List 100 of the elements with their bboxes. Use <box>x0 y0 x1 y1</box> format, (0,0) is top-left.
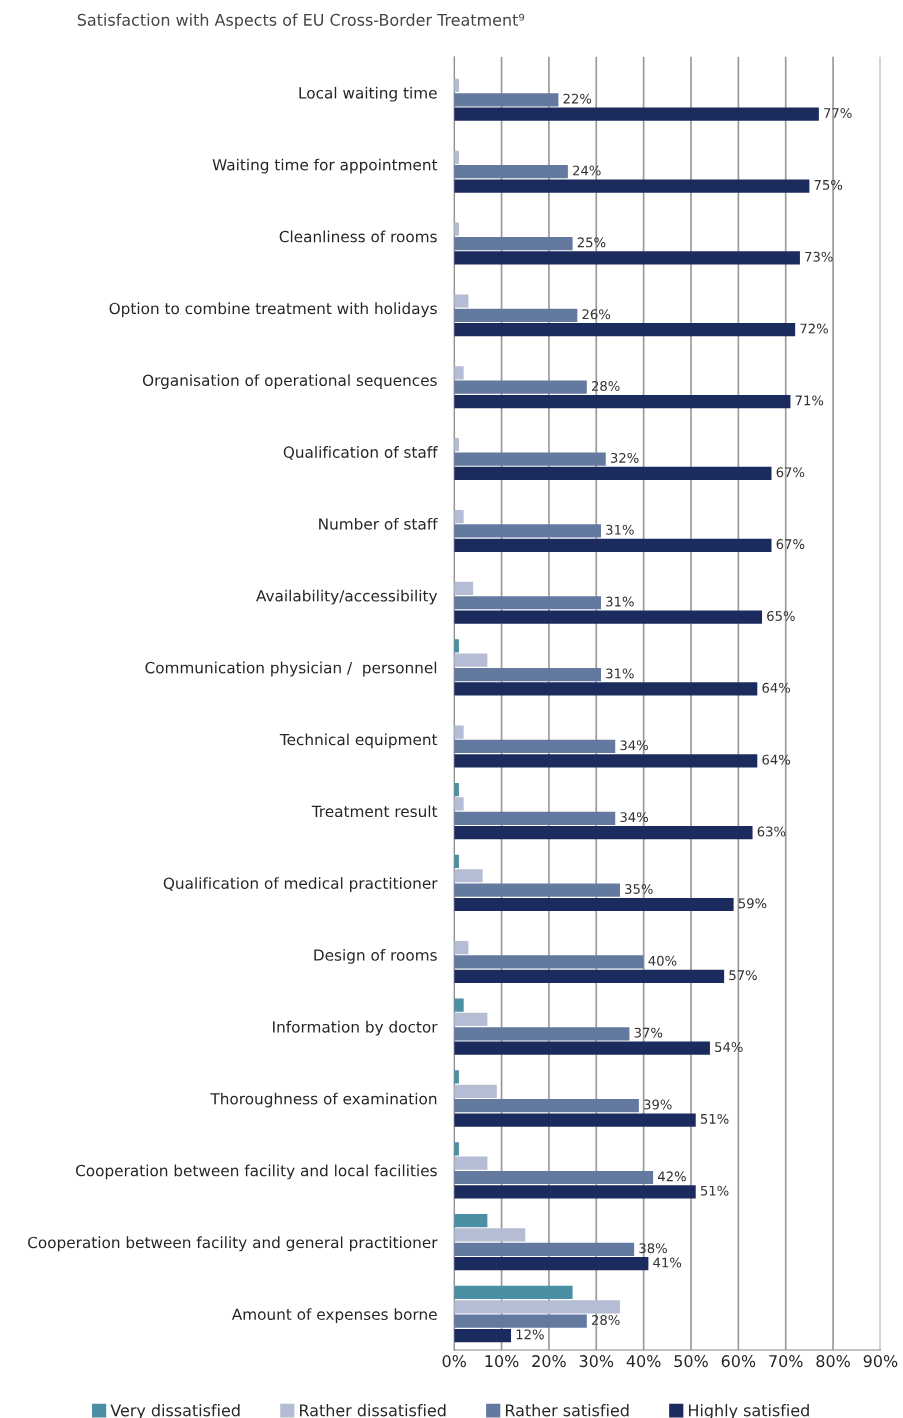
bar <box>454 524 602 538</box>
bar <box>454 797 464 811</box>
bar <box>454 826 753 840</box>
bar <box>454 811 616 825</box>
y-tick-label: Thoroughness of examination <box>210 1092 437 1108</box>
bar <box>454 165 568 179</box>
text: Satisfaction with Aspects of EU Cross-Border Treatment⁹ <box>77 13 525 29</box>
bar <box>454 1242 635 1256</box>
bar <box>454 955 644 969</box>
bar <box>454 179 810 193</box>
y-tick-label: Cleanliness of rooms <box>279 230 437 243</box>
bar <box>454 251 800 265</box>
bar <box>454 366 464 380</box>
bar <box>454 897 734 912</box>
y-tick-label: Cooperation between facility and local facilities <box>75 1164 437 1180</box>
x-tick-label: 20% <box>532 1355 566 1368</box>
legend-label: Rather dissatisfied <box>300 1404 446 1417</box>
legend-label: Rather satisfied <box>505 1404 629 1417</box>
bar <box>454 1041 710 1055</box>
bar <box>454 236 573 251</box>
bar <box>454 869 483 883</box>
data-label: 67% <box>776 467 805 478</box>
y-tick-label: Organisation of operational sequences <box>142 374 437 390</box>
data-label: 22% <box>563 93 592 104</box>
y-tick-label: Technical equipment <box>279 733 438 749</box>
data-label: 41% <box>653 1257 682 1268</box>
bar <box>454 93 559 107</box>
x-tick-label: 10% <box>485 1355 519 1368</box>
data-label: 37% <box>634 1027 663 1038</box>
y-tick-label: Design of rooms <box>314 948 437 964</box>
y-tick-label: Number of staff <box>319 517 438 530</box>
data-label: 59% <box>738 898 767 909</box>
y-tick-label: Option to combine treatment with holidays <box>109 302 437 318</box>
bar <box>454 739 616 754</box>
bar <box>454 1314 587 1328</box>
bar <box>454 509 464 524</box>
bar <box>454 1084 497 1098</box>
data-label: 26% <box>582 309 611 320</box>
x-tick-label: 60% <box>721 1355 756 1368</box>
bar <box>454 1012 488 1027</box>
bar <box>454 1285 573 1300</box>
data-label: 63% <box>757 826 786 837</box>
data-label: 24% <box>573 165 601 176</box>
y-tick-label: Waiting time for appointment <box>212 158 438 174</box>
data-label: 35% <box>625 883 653 894</box>
data-label: 31% <box>606 596 634 607</box>
bar <box>454 725 464 739</box>
data-label: 54% <box>715 1042 743 1053</box>
y-tick-label: Qualification of medical practitioner <box>163 877 438 892</box>
bar <box>454 1156 488 1170</box>
data-label: 34% <box>620 812 648 823</box>
data-label: 28% <box>591 1315 620 1326</box>
bar <box>454 581 474 595</box>
bar <box>454 754 758 768</box>
bar <box>454 1170 654 1185</box>
x-tick-label: 40% <box>626 1355 661 1368</box>
x-tick-label: 70% <box>769 1355 803 1368</box>
bar <box>454 1027 630 1041</box>
data-label: 65% <box>767 610 795 621</box>
bar <box>454 380 587 394</box>
y-tick-label: Information by doctor <box>273 1020 438 1036</box>
data-label: 64% <box>762 754 791 765</box>
x-tick-label: 30% <box>579 1355 614 1368</box>
data-label: 34% <box>620 740 648 751</box>
x-tick-label: 80% <box>816 1355 850 1368</box>
data-label: 38% <box>639 1243 667 1254</box>
bar <box>454 940 469 955</box>
bar <box>454 1214 488 1228</box>
data-label: 42% <box>657 1171 686 1182</box>
y-tick-label: Communication physician / personnel <box>145 661 437 677</box>
data-label: 28% <box>591 381 620 392</box>
data-label: 39% <box>644 1099 672 1110</box>
x-tick-label: 90% <box>863 1355 898 1368</box>
bar <box>454 1328 512 1343</box>
bar <box>454 1099 639 1113</box>
bar <box>454 682 758 696</box>
y-tick-label: Amount of expenses borne <box>231 1308 437 1323</box>
bar <box>454 1185 696 1199</box>
bar <box>454 466 772 481</box>
data-label: 51% <box>700 1185 729 1196</box>
y-tick-label: Treatment result <box>311 805 438 818</box>
data-label: 40% <box>648 955 677 966</box>
bar <box>454 1228 526 1242</box>
bar <box>454 969 725 983</box>
data-label: 64% <box>762 682 791 693</box>
bar <box>454 394 791 409</box>
bar <box>454 998 464 1012</box>
bar <box>454 1300 620 1314</box>
data-label: 12% <box>516 1329 544 1340</box>
y-tick-label: Cooperation between facility and general practitioner <box>28 1236 438 1252</box>
y-tick-label: Availability/accessibility <box>256 589 438 605</box>
data-label: 73% <box>805 251 833 262</box>
bar <box>454 308 578 322</box>
bar <box>454 294 469 308</box>
x-tick-label: 50% <box>674 1355 708 1368</box>
data-label: 71% <box>795 395 824 406</box>
data-label: 51% <box>700 1113 729 1124</box>
bar <box>454 883 620 897</box>
bar <box>454 538 772 552</box>
bar <box>454 653 488 667</box>
